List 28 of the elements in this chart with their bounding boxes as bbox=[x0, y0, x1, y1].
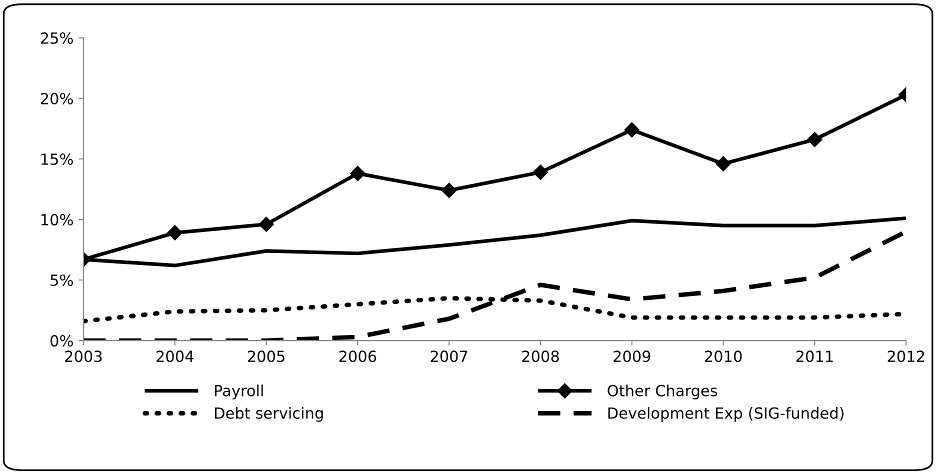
x-tick-label: 2006 bbox=[339, 350, 376, 362]
x-tick-label: 2004 bbox=[156, 350, 194, 362]
point bbox=[624, 122, 640, 138]
y-tick-label: 15% bbox=[41, 153, 73, 165]
point bbox=[716, 156, 731, 172]
legend-label: Payroll bbox=[215, 384, 263, 400]
x-tick-label: 2012 bbox=[888, 350, 924, 362]
x-tick-label: 2003 bbox=[65, 350, 102, 362]
x-tick-label: 2005 bbox=[248, 350, 284, 362]
y-tick-label: 5% bbox=[50, 274, 73, 286]
legend-label: Other Charges bbox=[608, 384, 718, 400]
point bbox=[167, 225, 182, 240]
y-tick-label: 25% bbox=[40, 32, 73, 44]
legend-label: Development Exp (SIG-funded) bbox=[608, 407, 844, 422]
y-tick-label: 0% bbox=[50, 335, 73, 347]
x-tick-label: 2009 bbox=[614, 350, 650, 362]
x-tick-label: 2010 bbox=[704, 350, 742, 362]
point bbox=[532, 164, 548, 180]
point bbox=[442, 182, 457, 198]
y-tick-label: 20% bbox=[40, 92, 73, 104]
x-tick-label: 2007 bbox=[430, 350, 468, 362]
legend-label: Debt servicing bbox=[215, 407, 323, 422]
point bbox=[258, 216, 274, 232]
y-tick-label: 10% bbox=[41, 214, 73, 226]
x-tick-label: 2008 bbox=[522, 350, 559, 362]
x-tick-label: 2011 bbox=[796, 350, 833, 362]
point bbox=[350, 166, 366, 182]
point bbox=[807, 132, 822, 148]
